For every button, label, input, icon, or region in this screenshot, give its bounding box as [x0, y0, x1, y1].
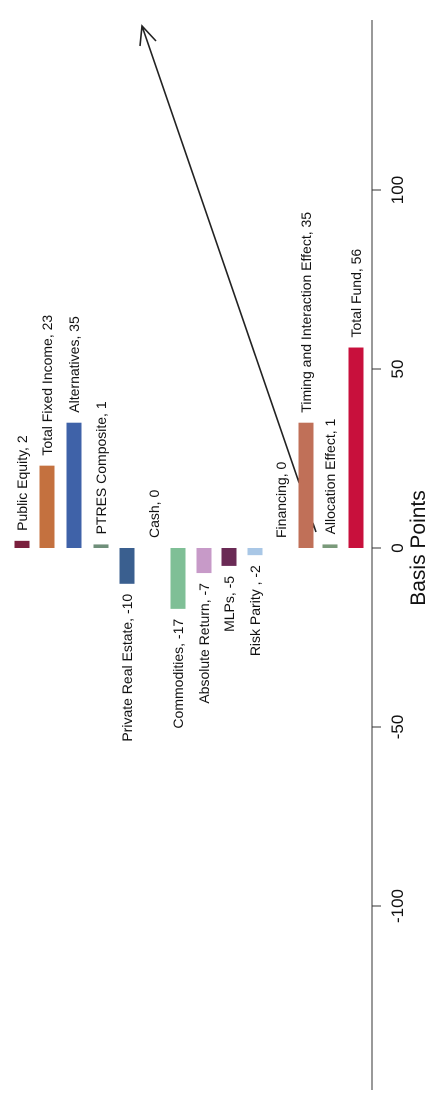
- bar-label: Cash, 0: [146, 490, 162, 538]
- bar: [66, 422, 82, 548]
- bar-label: Commodities, -17: [170, 619, 186, 729]
- bar: [221, 548, 237, 566]
- bar-label: Timing and Interaction Effect, 35: [298, 212, 314, 413]
- bar-label: MLPs, -5: [221, 576, 237, 632]
- tick-label: 0: [388, 543, 407, 552]
- bar: [170, 548, 186, 609]
- tick-label: 100: [388, 176, 407, 204]
- bar-label: Allocation Effect, 1: [322, 419, 338, 535]
- bar-label: Alternatives, 35: [66, 316, 82, 413]
- bar: [14, 540, 30, 548]
- bar-label: Private Real Estate, -10: [119, 594, 135, 742]
- arrow-head: [139, 24, 157, 47]
- tick-label: 50: [388, 360, 407, 379]
- bar: [247, 548, 263, 556]
- bar: [322, 544, 338, 548]
- bar: [196, 548, 212, 574]
- bar-label: Absolute Return, -7: [196, 583, 212, 704]
- bar: [119, 548, 135, 584]
- bar: [39, 465, 55, 548]
- bar-label: Risk Parity , -2: [247, 565, 263, 656]
- tick-label: -50: [388, 715, 407, 740]
- bar-label: Total Fund, 56: [348, 249, 364, 338]
- tick-label: -100: [388, 889, 407, 923]
- arrow-line: [141, 25, 317, 533]
- bar-label: Financing, 0: [273, 462, 289, 538]
- bar: [298, 422, 314, 548]
- bar-label: Total Fixed Income, 23: [39, 315, 55, 456]
- bar: [93, 544, 109, 548]
- bar: [348, 347, 364, 548]
- x-axis-title: Basis Points: [407, 490, 430, 606]
- bar-label: Public Equity, 2: [14, 435, 30, 531]
- bar-label: PTRES Composite, 1: [93, 401, 109, 534]
